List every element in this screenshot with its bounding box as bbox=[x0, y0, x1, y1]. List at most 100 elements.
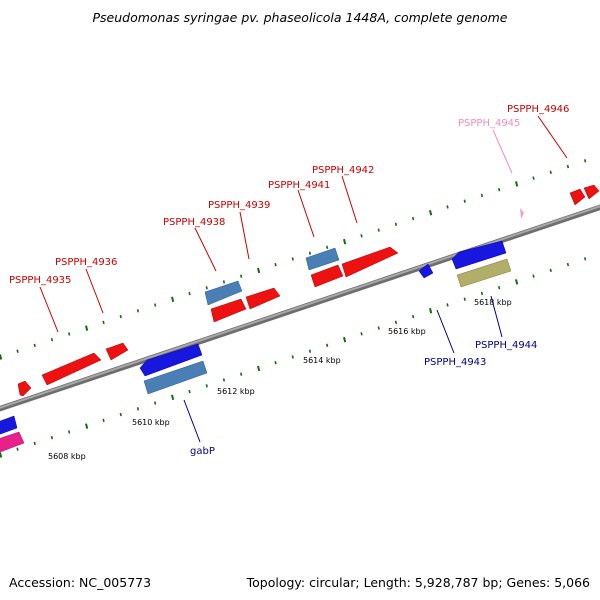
gene-label[interactable]: PSPPH_4946 bbox=[507, 104, 569, 115]
minor-tick bbox=[102, 320, 105, 325]
minor-tick bbox=[446, 303, 449, 307]
gene-arrow[interactable] bbox=[41, 352, 102, 386]
minor-tick bbox=[291, 355, 294, 359]
gene-arrow[interactable] bbox=[341, 246, 399, 278]
major-tick bbox=[429, 308, 433, 314]
minor-tick bbox=[16, 349, 19, 353]
major-tick bbox=[171, 296, 175, 303]
genome-backbone-highlight bbox=[0, 205, 600, 409]
minor-tick bbox=[480, 193, 484, 198]
minor-tick bbox=[205, 384, 208, 388]
minor-tick bbox=[549, 268, 552, 273]
minor-tick bbox=[360, 332, 363, 336]
scale-label-5616: 5616 kbp bbox=[388, 327, 426, 336]
minor-tick bbox=[377, 228, 380, 232]
minor-tick bbox=[377, 326, 380, 330]
minor-tick bbox=[222, 378, 226, 382]
minor-tick bbox=[274, 360, 277, 365]
gene-arrow[interactable] bbox=[310, 264, 344, 288]
top-gene-labels: PSPPH_4935 PSPPH_4936 PSPPH_4938 PSPPH_4… bbox=[9, 104, 569, 286]
bottom-gene-labels: gabP PSPPH_4943 PSPPH_4944 bbox=[190, 340, 537, 457]
scale-label-5608: 5608 kbp bbox=[48, 452, 86, 461]
minor-tick bbox=[154, 303, 157, 307]
gene-arrow[interactable] bbox=[583, 184, 600, 200]
minor-tick bbox=[360, 234, 363, 238]
gene-label[interactable]: PSPPH_4943 bbox=[424, 357, 486, 368]
gene-label[interactable]: PSPPH_4939 bbox=[208, 200, 270, 211]
minor-tick bbox=[68, 332, 71, 336]
minor-tick bbox=[50, 436, 54, 440]
gene-arrow[interactable] bbox=[418, 263, 434, 279]
scale-label-5610: 5610 kbp bbox=[132, 418, 170, 427]
minor-tick bbox=[136, 407, 140, 411]
gene-label[interactable]: PSPPH_4936 bbox=[55, 257, 117, 268]
major-tick bbox=[257, 267, 261, 274]
minor-tick bbox=[240, 274, 243, 278]
gene-label[interactable]: PSPPH_4941 bbox=[268, 180, 330, 191]
minor-tick bbox=[205, 286, 208, 290]
minor-tick bbox=[136, 309, 140, 313]
gene-label[interactable]: PSPPH_4945 bbox=[458, 118, 520, 129]
gene-arrow[interactable] bbox=[139, 343, 203, 377]
major-tick bbox=[515, 181, 519, 187]
minor-tick bbox=[68, 430, 71, 434]
top-label-connectors bbox=[39, 115, 568, 333]
gene-arrow[interactable] bbox=[520, 208, 524, 219]
gene-label[interactable]: PSPPH_4935 bbox=[9, 275, 71, 286]
major-tick bbox=[257, 365, 261, 372]
minor-tick bbox=[308, 349, 312, 353]
map-title: Pseudomonas syringae pv. phaseolicola 14… bbox=[92, 10, 508, 25]
gene-label[interactable]: PSPPH_4938 bbox=[163, 217, 225, 228]
gene-arrow[interactable] bbox=[204, 280, 243, 306]
minor-tick bbox=[240, 372, 243, 376]
minor-tick bbox=[154, 401, 157, 405]
minor-tick bbox=[566, 164, 570, 169]
major-tick bbox=[0, 452, 3, 458]
minor-tick bbox=[308, 251, 312, 255]
minor-tick bbox=[532, 176, 535, 180]
scale-label-5612: 5612 kbp bbox=[217, 387, 255, 396]
lower-tick-row bbox=[0, 257, 587, 458]
major-tick bbox=[343, 238, 347, 245]
gene-label[interactable]: PSPPH_4942 bbox=[312, 165, 374, 176]
minor-tick bbox=[50, 338, 54, 342]
gene-arrow[interactable] bbox=[569, 188, 586, 206]
minor-tick bbox=[102, 418, 105, 423]
major-tick bbox=[429, 210, 433, 216]
minor-tick bbox=[188, 389, 191, 394]
major-tick bbox=[343, 336, 347, 343]
scale-label-5614: 5614 kbp bbox=[303, 356, 341, 365]
gene-arrow[interactable] bbox=[305, 247, 340, 271]
major-tick bbox=[171, 394, 175, 401]
minor-tick bbox=[394, 320, 398, 324]
major-tick bbox=[85, 325, 89, 331]
gene-arrow[interactable] bbox=[105, 342, 129, 361]
gene-arrow[interactable] bbox=[210, 298, 247, 323]
minor-tick bbox=[584, 159, 587, 163]
minor-tick bbox=[33, 441, 36, 446]
genome-summary-text: Topology: circular; Length: 5,928,787 bp… bbox=[246, 575, 590, 590]
gene-arrow[interactable] bbox=[0, 415, 18, 436]
gene-arrow[interactable] bbox=[0, 431, 25, 454]
gene-arrow[interactable] bbox=[143, 360, 208, 395]
major-tick bbox=[515, 279, 519, 285]
minor-tick bbox=[532, 274, 535, 278]
gene-label[interactable]: gabP bbox=[190, 446, 215, 457]
minor-tick bbox=[412, 216, 415, 221]
minor-tick bbox=[326, 343, 329, 348]
minor-tick bbox=[33, 343, 36, 348]
minor-tick bbox=[222, 280, 226, 284]
gene-arrow[interactable] bbox=[245, 287, 281, 310]
upper-tick-row bbox=[0, 159, 587, 360]
major-tick bbox=[85, 423, 89, 429]
gene-arrow[interactable] bbox=[451, 240, 507, 270]
forward-strand-genes bbox=[17, 184, 600, 397]
minor-tick bbox=[498, 187, 501, 192]
minor-tick bbox=[549, 170, 552, 175]
reverse-strand-genes bbox=[0, 240, 512, 454]
gene-label[interactable]: PSPPH_4944 bbox=[475, 340, 537, 351]
gene-arrow[interactable] bbox=[456, 258, 512, 288]
gene-arrow[interactable] bbox=[17, 380, 32, 397]
minor-tick bbox=[584, 257, 587, 261]
